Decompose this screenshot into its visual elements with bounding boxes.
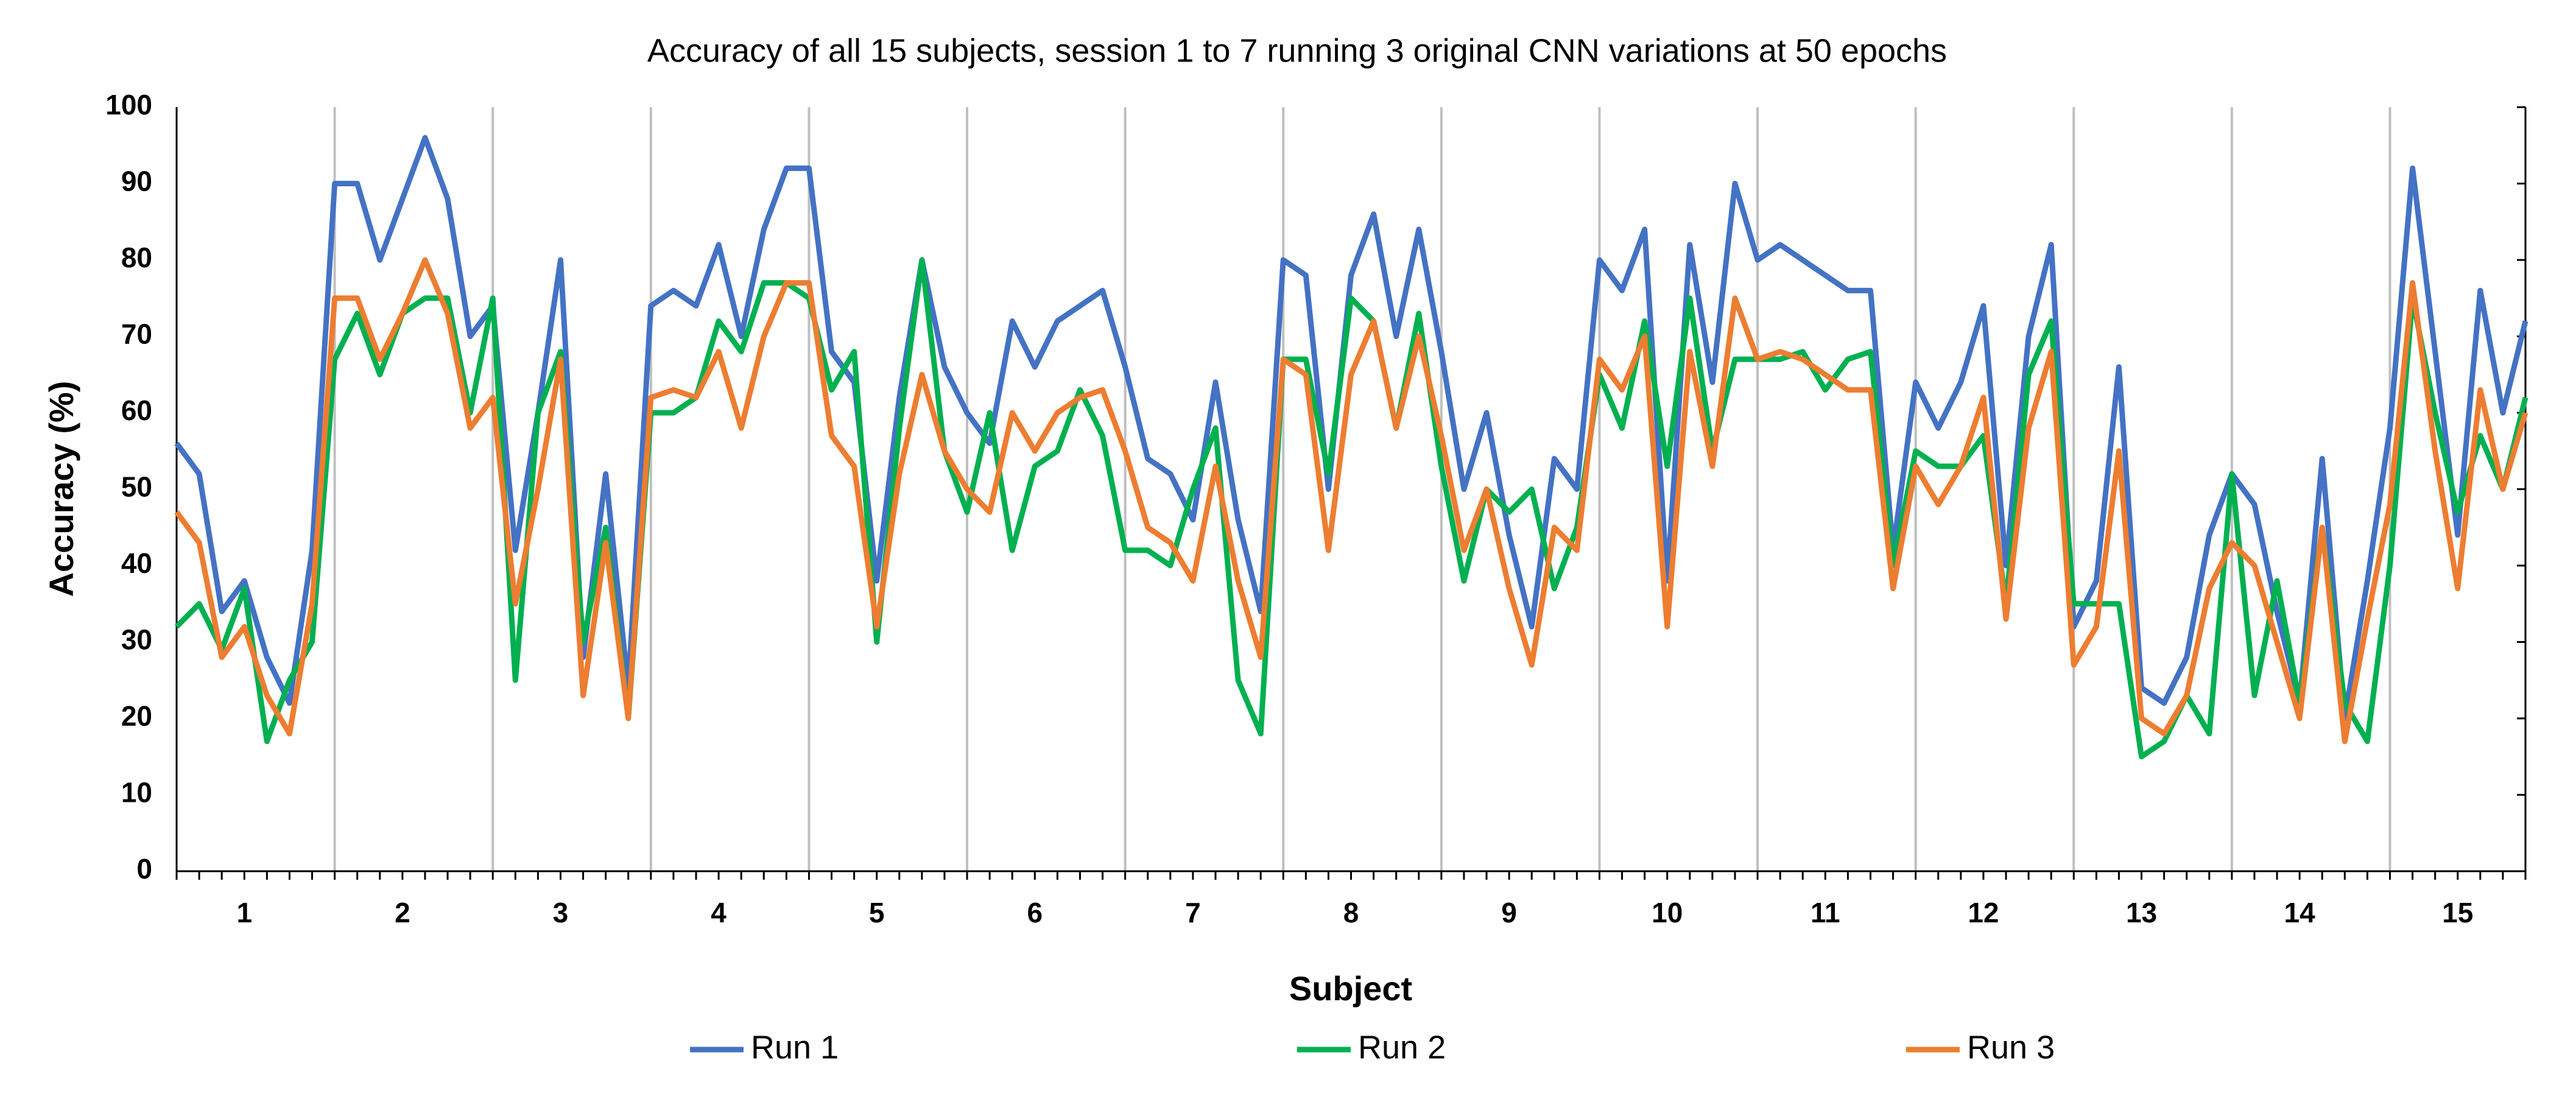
y-tick-label: 60 (121, 395, 152, 426)
y-tick-label: 30 (121, 624, 152, 656)
chart-title: Accuracy of all 15 subjects, session 1 t… (647, 32, 1947, 69)
y-tick-label: 20 (121, 700, 152, 732)
legend-label: Run 1 (751, 1029, 839, 1065)
y-axis-title: Accuracy (%) (42, 381, 80, 597)
legend-label: Run 2 (1358, 1029, 1446, 1065)
y-tick-label: 0 (136, 853, 152, 885)
x-tick-label: 2 (395, 897, 410, 928)
legend-label: Run 3 (1967, 1029, 2055, 1065)
x-tick-label: 10 (1652, 897, 1683, 928)
y-tick-label: 10 (121, 777, 152, 809)
y-tick-label: 80 (121, 242, 152, 273)
x-tick-label: 3 (553, 897, 569, 928)
x-tick-label: 1 (236, 897, 252, 928)
y-tick-label: 100 (105, 89, 152, 121)
y-tick-label: 40 (121, 547, 152, 579)
x-tick-label: 7 (1185, 897, 1201, 928)
x-tick-label: 8 (1343, 897, 1359, 928)
y-tick-label: 90 (121, 166, 152, 197)
x-tick-label: 15 (2442, 897, 2473, 928)
x-tick-label: 6 (1027, 897, 1043, 928)
x-tick-label: 13 (2126, 897, 2157, 928)
x-tick-label: 5 (869, 897, 885, 928)
y-tick-label: 70 (121, 318, 152, 350)
y-tick-label: 50 (121, 471, 152, 503)
x-tick-label: 9 (1501, 897, 1517, 928)
x-tick-label: 11 (1811, 897, 1840, 928)
x-tick-label: 4 (711, 897, 727, 928)
x-axis-title: Subject (1289, 969, 1412, 1008)
x-tick-label: 14 (2284, 897, 2316, 928)
series-line (174, 135, 2528, 721)
series-line (174, 257, 2528, 745)
x-tick-label: 12 (1968, 897, 1999, 928)
